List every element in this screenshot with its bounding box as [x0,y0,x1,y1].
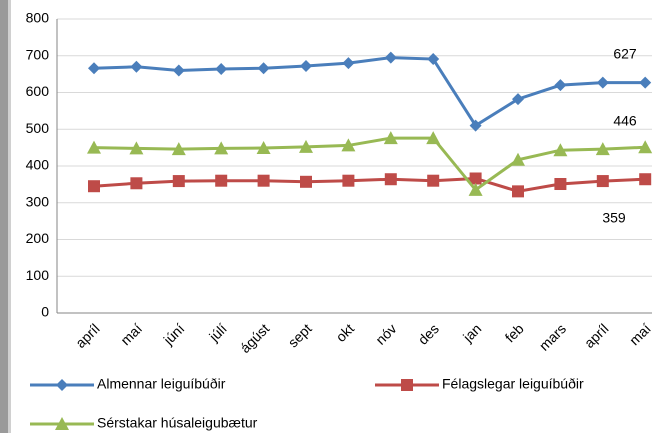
x-tick-label: feb [502,320,527,345]
series-line [93,136,646,192]
marker-square [257,174,270,187]
marker-square [401,379,413,391]
marker-square [469,172,482,185]
marker-triangle [87,140,101,154]
y-tick-label: 200 [26,230,50,246]
marker-square [130,177,143,190]
marker-diamond [215,62,228,75]
x-tick-label: maí [117,320,145,348]
marker-diamond [300,60,312,73]
marker-diamond [56,379,68,391]
marker-triangle [595,142,610,156]
window-frame [0,0,8,433]
series-line [93,176,646,193]
y-tick-label: 0 [41,304,49,320]
x-tick-label: jan [459,320,484,345]
legend-label: Almennar leiguíbúðir [97,376,226,392]
x-tick-label: ágúst [237,320,273,356]
marker-diamond [554,79,567,92]
marker-diamond [342,57,355,70]
marker-square [88,180,100,193]
marker-square [172,175,185,188]
marker-square [596,175,609,188]
marker-square [639,173,652,186]
y-tick-label: 500 [26,120,50,136]
series-line [93,56,646,128]
marker-triangle [256,140,271,154]
x-tick-label: sept [285,320,315,350]
x-tick-label: apríl [72,320,103,351]
marker-diamond [88,62,100,75]
marker-triangle [55,417,69,430]
marker-diamond [596,76,609,89]
marker-square [384,173,397,186]
marker-triangle [341,138,356,152]
marker-square [427,174,440,187]
legend-label: Sérstakar húsaleigubætur [97,415,258,431]
marker-triangle [468,182,483,196]
legend-label: Félagslegar leiguíbúðir [442,376,584,392]
marker-triangle [214,141,229,155]
x-tick-label: apríl [581,320,612,351]
marker-diamond [130,60,143,73]
marker-triangle [383,131,398,145]
marker-triangle [553,143,568,157]
marker-diamond [427,53,440,66]
marker-diamond [257,62,270,75]
marker-triangle [638,140,653,154]
marker-square [512,185,524,198]
marker-triangle [511,152,525,166]
window-frame-edge [8,0,11,433]
marker-triangle [426,131,441,145]
annotation: 359 [602,210,626,226]
x-tick-label: maí [626,320,654,348]
x-tick-label: júlí [205,320,230,345]
annotation: 446 [613,113,637,129]
marker-diamond [384,51,397,64]
x-tick-label: okt [333,320,358,345]
y-tick-label: 400 [26,157,50,173]
marker-diamond [512,93,524,106]
marker-triangle [299,139,313,153]
y-tick-label: 100 [26,267,50,283]
y-tick-label: 800 [26,10,50,26]
annotation: 627 [613,46,637,62]
y-tick-label: 600 [26,83,50,99]
y-tick-label: 300 [26,193,50,209]
marker-triangle [129,141,144,155]
marker-diamond [639,76,652,89]
marker-triangle [171,142,186,156]
marker-square [554,178,567,191]
y-tick-label: 700 [26,46,50,62]
marker-square [342,174,355,187]
x-tick-label: des [415,320,442,347]
x-tick-label: nóv [372,320,399,347]
marker-diamond [469,119,482,132]
x-tick-label: mars [536,320,569,353]
marker-square [300,175,312,188]
x-tick-label: júní [160,320,188,348]
marker-square [215,174,228,187]
marker-diamond [172,64,185,77]
